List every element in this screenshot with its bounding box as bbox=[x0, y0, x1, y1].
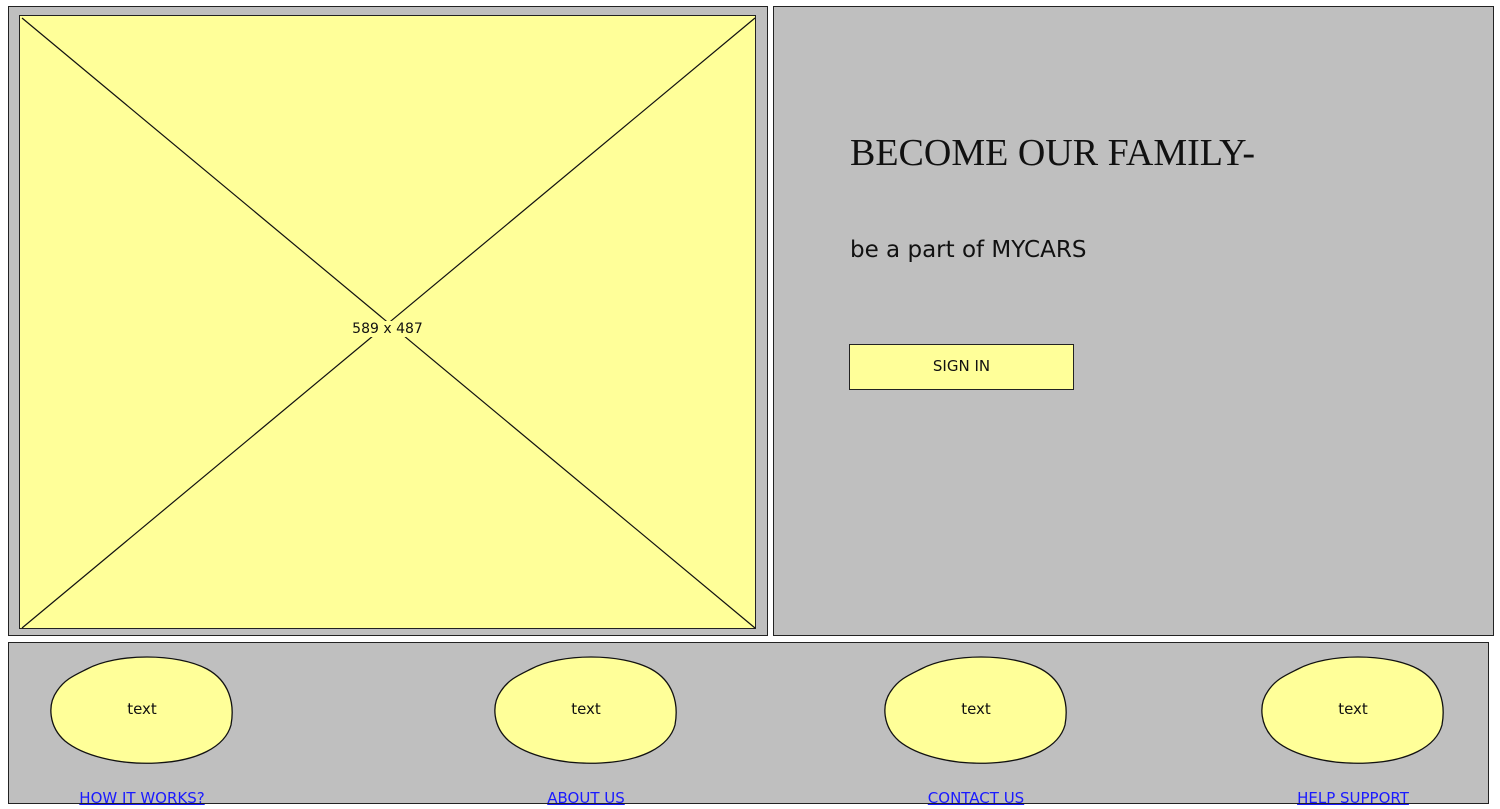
sign-in-button[interactable]: SIGN IN bbox=[849, 344, 1074, 390]
hero-headline: BECOME OUR FAMILY- bbox=[850, 132, 1256, 174]
help-support-link[interactable]: HELP SUPPORT bbox=[1297, 789, 1409, 807]
how-it-works-link[interactable]: HOW IT WORKS? bbox=[79, 789, 205, 807]
footer-item-contact-us: text CONTACT US bbox=[881, 655, 1071, 807]
footer-item-help-support: text HELP SUPPORT bbox=[1258, 655, 1448, 807]
blob-shape-icon bbox=[494, 656, 677, 764]
footer-bubble[interactable]: text bbox=[1258, 655, 1448, 765]
footer: text HOW IT WORKS? text ABOUT US text CO… bbox=[8, 642, 1489, 807]
footer-item-how-it-works: text HOW IT WORKS? bbox=[47, 655, 237, 807]
image-size-label: 589 x 487 bbox=[350, 321, 425, 337]
blob-shape-icon bbox=[884, 656, 1067, 764]
hero-subline: be a part of MYCARS bbox=[850, 237, 1087, 263]
footer-bubble-text: text bbox=[961, 700, 991, 718]
footer-item-about-us: text ABOUT US bbox=[491, 655, 681, 807]
footer-bubble[interactable]: text bbox=[491, 655, 681, 765]
footer-bubble[interactable]: text bbox=[47, 655, 237, 765]
hero-panel: BECOME OUR FAMILY- be a part of MYCARS S… bbox=[773, 6, 1494, 636]
footer-bubble-text: text bbox=[571, 700, 601, 718]
footer-bubble-text: text bbox=[127, 700, 157, 718]
image-panel: 589 x 487 bbox=[8, 6, 768, 636]
contact-us-link[interactable]: CONTACT US bbox=[927, 789, 1025, 807]
footer-bubble[interactable]: text bbox=[881, 655, 1071, 765]
blob-shape-icon bbox=[50, 656, 233, 764]
blob-shape-icon bbox=[1261, 656, 1444, 764]
about-us-link[interactable]: ABOUT US bbox=[547, 789, 625, 807]
image-placeholder: 589 x 487 bbox=[19, 15, 756, 629]
footer-bubble-text: text bbox=[1338, 700, 1368, 718]
